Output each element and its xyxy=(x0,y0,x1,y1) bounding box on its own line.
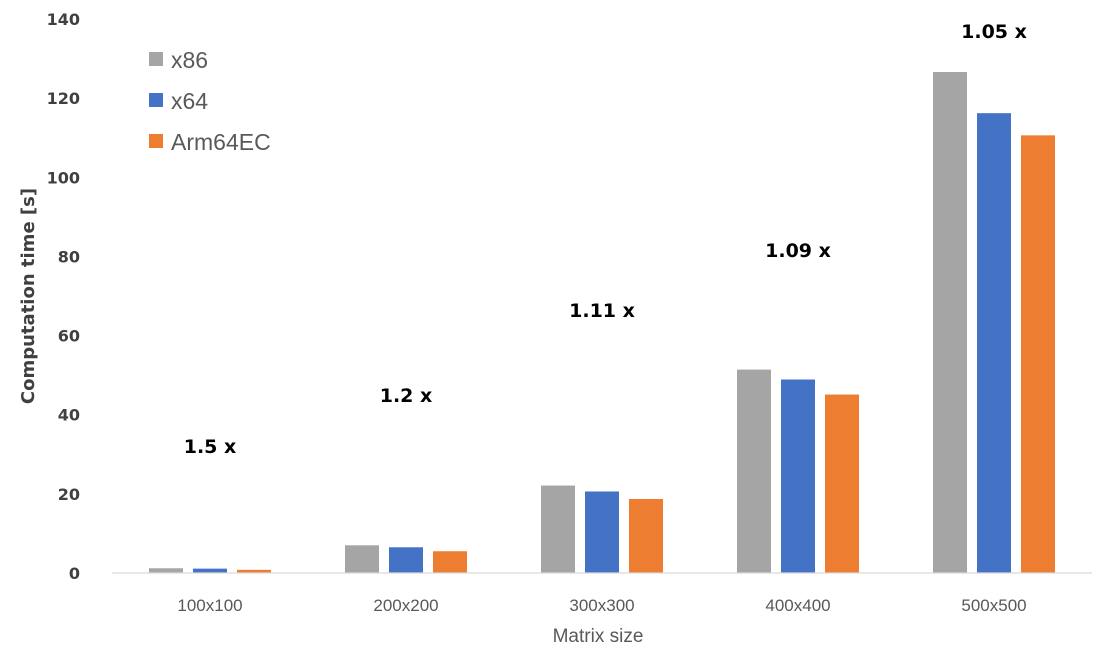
bar-x64-400x400 xyxy=(781,379,815,573)
bar-arm64ec-200x200 xyxy=(433,551,467,573)
bar-x64-200x200 xyxy=(389,547,423,573)
y-axis-ticks: 0 20 40 60 80 100 120 140 xyxy=(47,10,80,583)
bar-x86-500x500 xyxy=(933,72,967,574)
x-tick-label-200x200: 200x200 xyxy=(373,596,438,615)
y-tick-label-60: 60 xyxy=(58,327,80,346)
bar-arm64ec-400x400 xyxy=(825,394,859,573)
bar-x86-300x300 xyxy=(541,485,575,573)
y-tick-label-80: 80 xyxy=(58,247,80,266)
x-tick-label-400x400: 400x400 xyxy=(765,596,830,615)
legend-label-arm64ec: Arm64EC xyxy=(171,129,271,155)
bar-x64-300x300 xyxy=(585,491,619,573)
bar-x64-500x500 xyxy=(977,113,1011,574)
y-tick-label-120: 120 xyxy=(47,89,80,108)
speedup-label-200x200: 1.2 x xyxy=(380,385,433,407)
y-tick-label-100: 100 xyxy=(47,168,80,187)
y-tick-label-40: 40 xyxy=(58,406,80,425)
bars xyxy=(149,72,1055,574)
x-axis-title: Matrix size xyxy=(553,626,644,647)
speedup-label-400x400: 1.09 x xyxy=(765,240,831,262)
legend-swatch-x86 xyxy=(149,52,163,66)
speedup-label-300x300: 1.11 x xyxy=(569,300,635,322)
bar-x86-400x400 xyxy=(737,369,771,573)
bar-x86-200x200 xyxy=(345,545,379,573)
y-axis-title: Computation time [s] xyxy=(18,188,39,404)
bar-arm64ec-300x300 xyxy=(629,499,663,573)
speedup-label-100x100: 1.5 x xyxy=(184,436,237,458)
x-axis-ticks: 100x100 200x200 300x300 400x400 500x500 xyxy=(177,596,1026,615)
legend-label-x86: x86 xyxy=(171,47,208,73)
legend-swatch-arm64ec xyxy=(149,134,163,148)
bar-x64-100x100 xyxy=(193,568,227,573)
x-tick-label-100x100: 100x100 xyxy=(177,596,242,615)
y-tick-label-140: 140 xyxy=(47,10,80,29)
x-tick-label-500x500: 500x500 xyxy=(961,596,1026,615)
y-tick-label-0: 0 xyxy=(69,564,80,583)
x-tick-label-300x300: 300x300 xyxy=(569,596,634,615)
bar-arm64ec-500x500 xyxy=(1021,135,1055,573)
bar-arm64ec-100x100 xyxy=(237,569,271,573)
speedup-label-500x500: 1.05 x xyxy=(961,21,1027,43)
speedup-annotations: 1.5 x 1.2 x 1.11 x 1.09 x 1.05 x xyxy=(184,21,1027,458)
y-tick-label-20: 20 xyxy=(58,485,80,504)
legend-swatch-x64 xyxy=(149,93,163,107)
legend: x86 x64 Arm64EC xyxy=(149,47,271,155)
bar-x86-100x100 xyxy=(149,568,183,573)
legend-label-x64: x64 xyxy=(171,88,208,114)
